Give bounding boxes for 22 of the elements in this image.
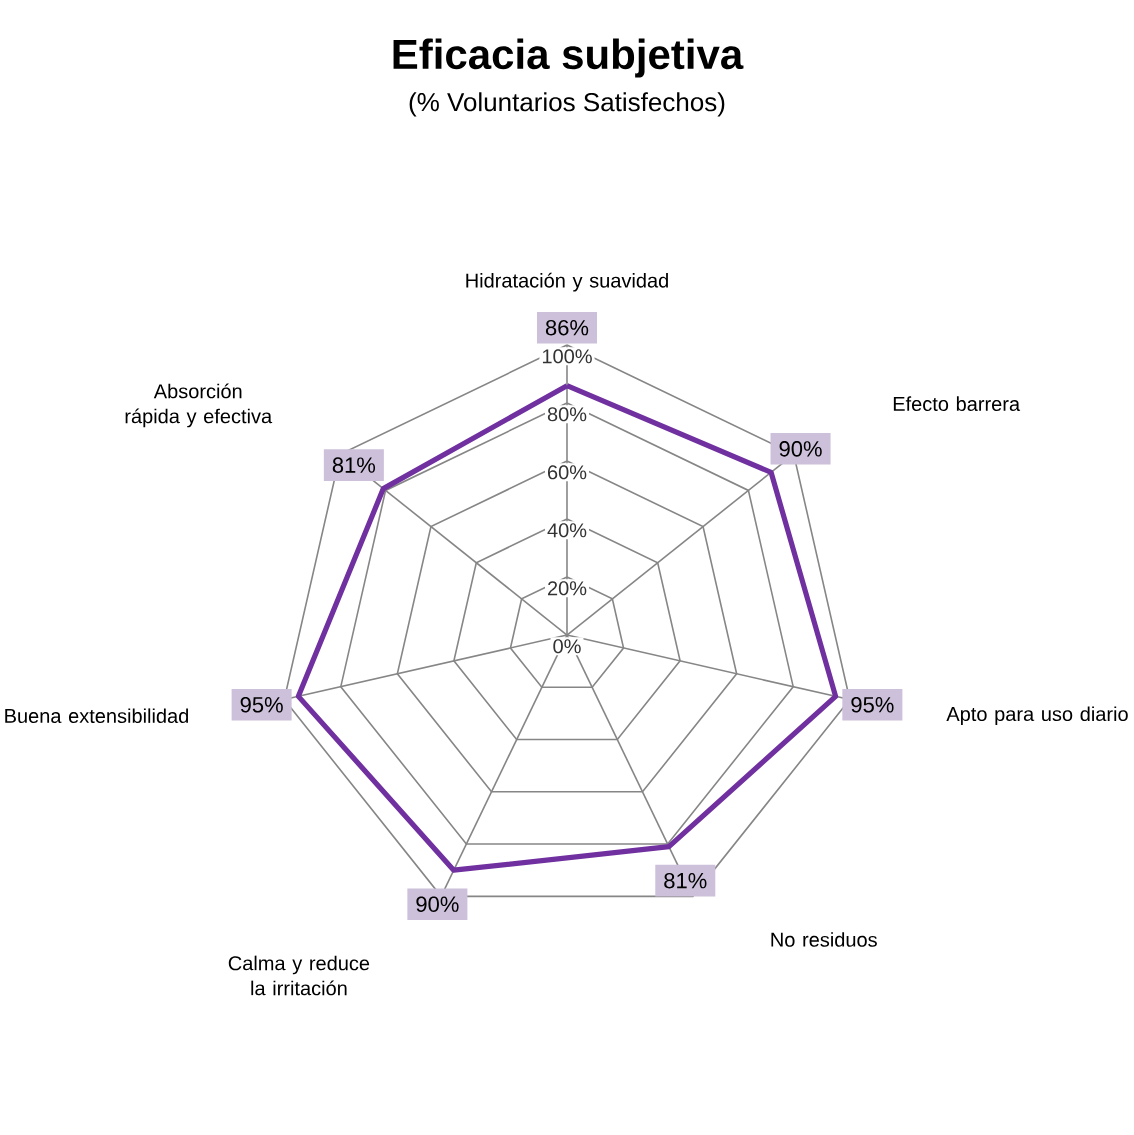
data-label: 90%	[416, 896, 459, 912]
data-label: 86%	[545, 319, 589, 336]
spoke-label: Calma y reduce la irritación	[228, 955, 370, 996]
spoke-label: No residuos	[771, 932, 877, 947]
y-tick-label: 60%	[547, 465, 587, 480]
data-label: 95%	[240, 696, 283, 713]
spoke-label: Efecto barrera	[893, 396, 1021, 412]
data-label: 95%	[851, 696, 894, 713]
data-label: 81%	[664, 872, 707, 889]
data-label: 90%	[779, 441, 822, 457]
y-tick-label: 40%	[547, 523, 587, 538]
y-tick-label: 0%	[553, 639, 581, 654]
spoke-label: Hidratación y suavidad	[466, 272, 668, 292]
chart-title: Eficacia subjetiva	[393, 38, 744, 78]
spoke-label: Buena extensibilidad	[5, 708, 189, 724]
spoke-label: Apto para uso diario	[946, 706, 1128, 726]
y-tick-label: 20%	[547, 581, 587, 596]
y-tick-label: 80%	[547, 407, 587, 422]
y-tick-label: 100%	[542, 349, 592, 364]
spoke-label: Absorción rápida y efectiva	[125, 383, 273, 428]
data-label: 81%	[332, 457, 376, 473]
chart-subtitle: (% Voluntarios Satisfechos)	[409, 92, 725, 117]
